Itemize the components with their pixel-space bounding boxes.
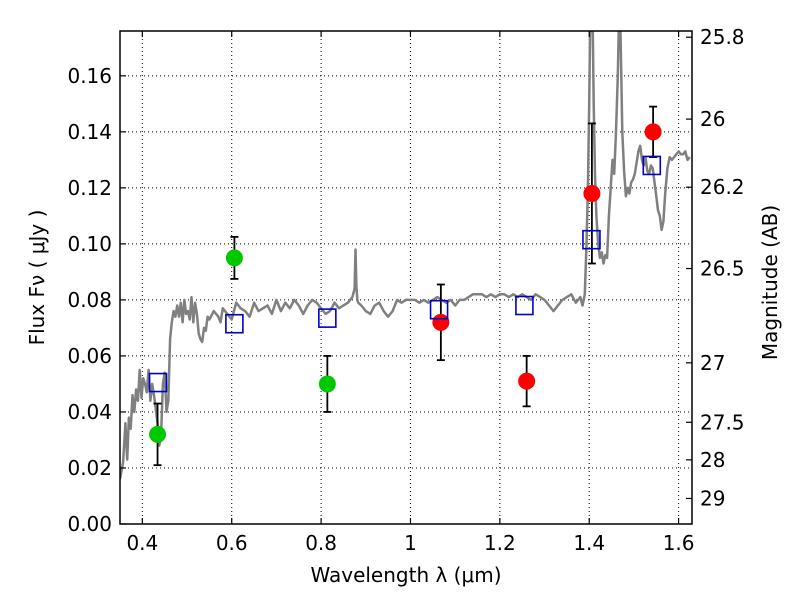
x-tick-label: 0.8: [305, 531, 337, 555]
x-tick-label: 0.4: [126, 531, 158, 555]
model-point: [642, 155, 662, 176]
y-axis-title: Flux Fν ( μJy ): [25, 210, 49, 346]
y-tick-label: 0.06: [67, 344, 112, 368]
model-point: [515, 295, 534, 316]
model-point: [318, 308, 337, 328]
data-point: [318, 375, 336, 393]
model-point: [225, 313, 244, 334]
right-tick-label: 26: [700, 107, 725, 131]
right-tick-label: 29: [700, 486, 725, 510]
right-tick-label: 25.8: [700, 25, 745, 49]
x-tick-label: 1.6: [663, 531, 695, 555]
model-point: [582, 229, 601, 250]
data-point: [225, 249, 243, 267]
model-point: [429, 299, 449, 320]
right-tick-label: 26.2: [700, 175, 745, 199]
model-point: [148, 372, 168, 393]
spectrum-line: [120, 31, 691, 480]
y-tick-label: 0.16: [67, 64, 112, 88]
plot-frame: [119, 30, 693, 525]
y-tick-label: 0.00: [67, 512, 112, 536]
right-tick-label: 26.5: [700, 257, 745, 281]
data-point: [149, 425, 167, 443]
right-tick-label: 27.5: [700, 410, 745, 434]
y-tick-label: 0.12: [67, 176, 112, 200]
x-axis-title: Wavelength λ (μm): [310, 563, 501, 587]
grid: [120, 31, 692, 524]
series-layer: [120, 31, 691, 480]
x-tick-label: 0.6: [216, 531, 248, 555]
data-point: [518, 372, 536, 390]
y-tick-label: 0.04: [67, 400, 112, 424]
y-tick-label: 0.08: [67, 288, 112, 312]
right-axis-title: Magnitude (AB): [758, 205, 782, 360]
right-tick-label: 28: [700, 448, 725, 472]
y-tick-label: 0.10: [67, 232, 112, 256]
right-tick-label: 27: [700, 351, 725, 375]
ticks: 0.4 0.6 0.8 1 1.2 1.4 1.6 0.00 0.02 0.04 0.06 0.08 0…: [67, 25, 744, 555]
x-tick-label: 1.2: [484, 531, 516, 555]
data-point: [583, 184, 601, 202]
data-point: [432, 313, 450, 331]
y-tick-label: 0.14: [67, 120, 112, 144]
x-tick-label: 1.4: [573, 531, 605, 555]
data-point: [644, 123, 662, 141]
y-tick-label: 0.02: [67, 456, 112, 480]
x-tick-label: 1: [404, 531, 417, 555]
